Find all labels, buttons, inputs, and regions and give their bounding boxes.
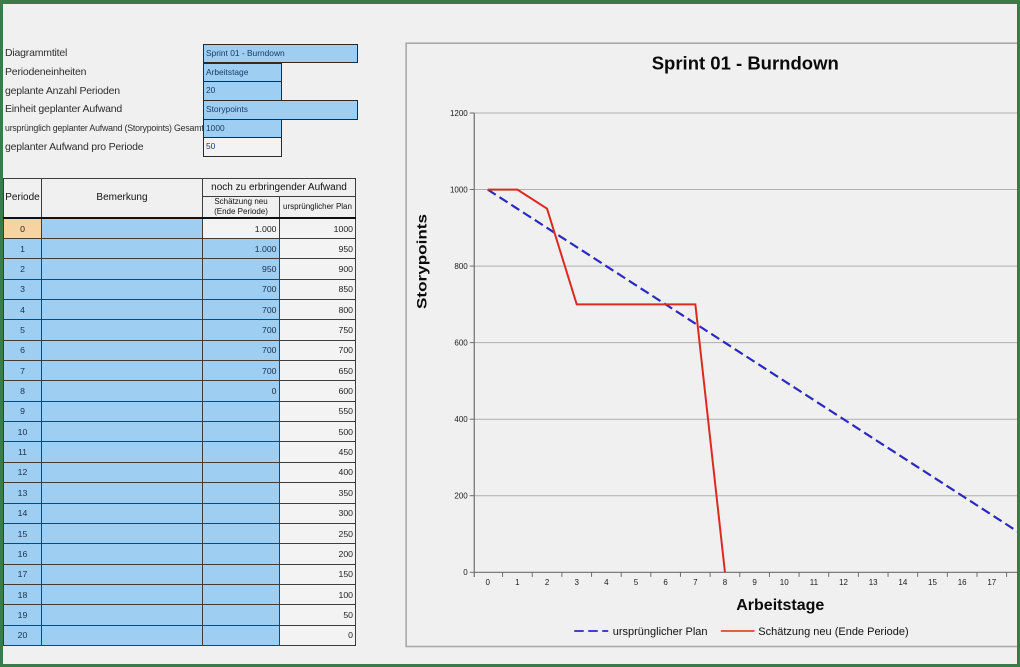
svg-text:5: 5	[634, 578, 639, 587]
svg-text:1200: 1200	[450, 109, 468, 118]
svg-text:1000: 1000	[450, 185, 468, 194]
svg-text:2: 2	[545, 578, 550, 587]
svg-text:600: 600	[454, 339, 468, 348]
svg-text:17: 17	[987, 578, 996, 587]
svg-text:8: 8	[723, 578, 728, 587]
svg-text:12: 12	[839, 578, 848, 587]
svg-text:14: 14	[898, 578, 907, 587]
svg-text:200: 200	[454, 492, 468, 501]
svg-text:3: 3	[574, 578, 579, 587]
svg-text:Arbeitstage: Arbeitstage	[736, 597, 824, 614]
svg-text:16: 16	[958, 578, 967, 587]
svg-text:15: 15	[928, 578, 937, 587]
svg-text:7: 7	[693, 578, 698, 587]
svg-text:0: 0	[486, 578, 491, 587]
svg-text:Storypoints: Storypoints	[414, 214, 429, 309]
svg-text:400: 400	[454, 415, 468, 424]
svg-text:13: 13	[869, 578, 878, 587]
svg-text:1: 1	[515, 578, 520, 587]
svg-text:4: 4	[604, 578, 609, 587]
svg-text:Schätzung neu (Ende Periode): Schätzung neu (Ende Periode)	[758, 626, 908, 638]
svg-text:800: 800	[454, 262, 468, 271]
svg-text:10: 10	[780, 578, 789, 587]
svg-text:ursprünglicher Plan: ursprünglicher Plan	[613, 626, 708, 638]
svg-text:Sprint 01 - Burndown: Sprint 01 - Burndown	[652, 53, 839, 74]
svg-text:9: 9	[752, 578, 757, 587]
svg-text:0: 0	[463, 568, 468, 577]
svg-text:11: 11	[810, 578, 819, 587]
svg-text:6: 6	[663, 578, 668, 587]
